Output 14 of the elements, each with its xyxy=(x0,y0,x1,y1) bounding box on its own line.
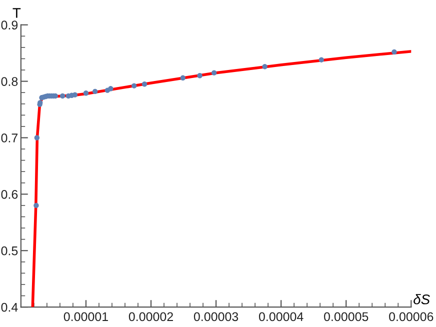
y-tick-label: 0.8 xyxy=(1,77,18,86)
y-tick-label: 0.6 xyxy=(1,190,18,199)
x-tick-label: 0.00005 xyxy=(324,312,368,322)
y-axis-title: T xyxy=(12,8,21,18)
y-tick-label: 0.5 xyxy=(1,246,18,256)
y-tick-label: 0.7 xyxy=(1,134,18,142)
x-tick-label: 0.00006 xyxy=(389,312,434,322)
y-tick-label: 0.4 xyxy=(1,302,18,312)
x-tick-label: 0.00004 xyxy=(258,312,304,322)
x-axis-title: δS xyxy=(414,294,430,304)
y-tick-label: 0.9 xyxy=(1,20,18,30)
x-tick-label: 0.00001 xyxy=(64,312,108,322)
x-tick-label: 0.00003 xyxy=(194,312,238,322)
x-tick-label: 0.00002 xyxy=(128,312,173,322)
